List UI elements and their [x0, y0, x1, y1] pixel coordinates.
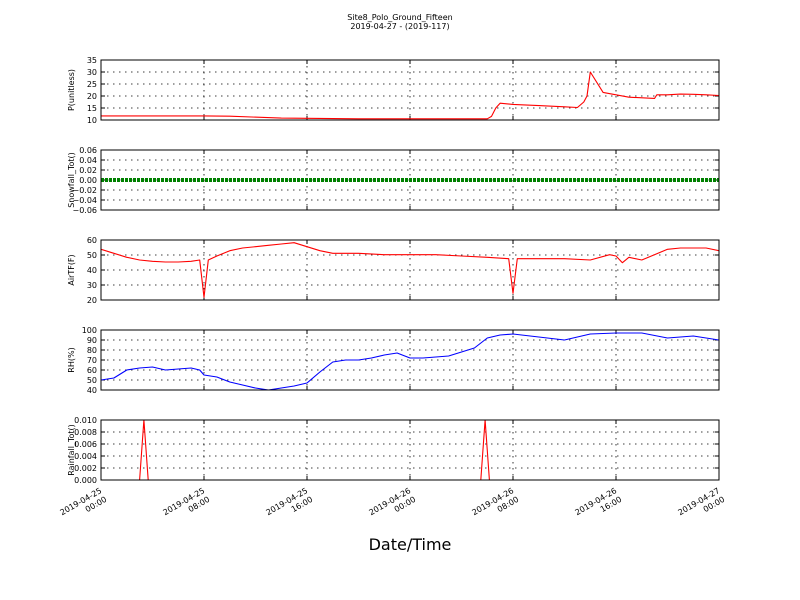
rainfall-panel: 0.000 0.002 0.004 0.006 0.008 0.010Rainfall_T… — [67, 416, 720, 485]
pressure-ytick-label: 30 — [87, 68, 97, 77]
relative-humidity-ytick-label: 50 — [87, 376, 97, 385]
relative-humidity-ytick-label: 70 — [87, 356, 97, 365]
relative-humidity-ytick-label: 100 — [82, 326, 97, 335]
pressure-y-axis-label: P(unitless) — [67, 69, 76, 111]
pressure-series-line — [101, 71, 719, 120]
rainfall-series-line — [101, 420, 719, 480]
air-temp-ytick-label: 20 — [87, 296, 97, 305]
snowfall-axes-frame — [100, 149, 720, 211]
x-axis-label: Date/Time — [369, 535, 452, 554]
relative-humidity-series-line — [101, 332, 719, 390]
rainfall-ytick-label: 0.008 — [74, 428, 97, 437]
relative-humidity-y-axis-label: RH(%) — [67, 347, 76, 372]
snowfall-ytick-label: 0.06 — [79, 146, 97, 155]
rainfall-ytick-label: 0.006 — [74, 440, 97, 449]
relative-humidity-ytick-label: 90 — [87, 336, 97, 345]
snowfall-ytick-label: 0.02 — [79, 166, 97, 175]
air-temp-ytick-label: 60 — [87, 236, 97, 245]
pressure-ytick-label: 25 — [87, 80, 97, 89]
air-temp-axes-frame — [100, 239, 720, 301]
snowfall-ytick-label: 0.04 — [79, 156, 97, 165]
snowfall-ytick-label: 0.00 — [79, 176, 97, 185]
pressure-ytick-label: 10 — [87, 116, 97, 125]
rainfall-y-axis-label: Rainfall_Tot() — [67, 424, 76, 476]
chart-subtitle: 2019-04-27 - (2019-117) — [350, 22, 449, 31]
rainfall-ytick-label: 0.000 — [74, 476, 97, 485]
snowfall-panel: −0.06−0.04−0.020.000.020.040.06Snowfall_… — [67, 146, 720, 215]
snowfall-y-axis-label: Snowfall_Tot() — [67, 152, 76, 208]
air-temp-ytick-label: 30 — [87, 281, 97, 290]
subplot-stack: 101520253035P(unitless)−0.06−0.04−0.020.… — [67, 56, 720, 485]
relative-humidity-ytick-label: 60 — [87, 366, 97, 375]
pressure-ytick-label: 35 — [87, 56, 97, 65]
relative-humidity-axes-frame — [100, 329, 720, 391]
rainfall-axes-frame — [100, 419, 720, 481]
pressure-ytick-label: 20 — [87, 92, 97, 101]
snowfall-ytick-label: −0.02 — [72, 186, 97, 195]
relative-humidity-ytick-label: 80 — [87, 346, 97, 355]
air-temp-ytick-label: 50 — [87, 251, 97, 260]
chart-title: Site8_Polo_Ground_Fifteen — [347, 13, 452, 22]
rainfall-ytick-label: 0.004 — [74, 452, 97, 461]
snowfall-ytick-label: −0.06 — [72, 206, 97, 215]
air-temp-ytick-label: 40 — [87, 266, 97, 275]
air-temp-y-axis-label: AirTF(F) — [67, 254, 76, 285]
rainfall-ytick-label: 0.010 — [74, 416, 97, 425]
relative-humidity-ytick-label: 40 — [87, 386, 97, 395]
pressure-axes-frame — [100, 59, 720, 121]
pressure-ytick-label: 15 — [87, 104, 97, 113]
snowfall-ytick-label: −0.04 — [72, 196, 97, 205]
rainfall-ytick-label: 0.002 — [74, 464, 97, 473]
air-temp-series-line — [101, 242, 719, 298]
air-temp-panel: 20 30 40 50 60 AirTF(F) — [67, 236, 720, 305]
pressure-panel: 10 15 20 25 30 35 P(unitless) — [67, 56, 720, 125]
